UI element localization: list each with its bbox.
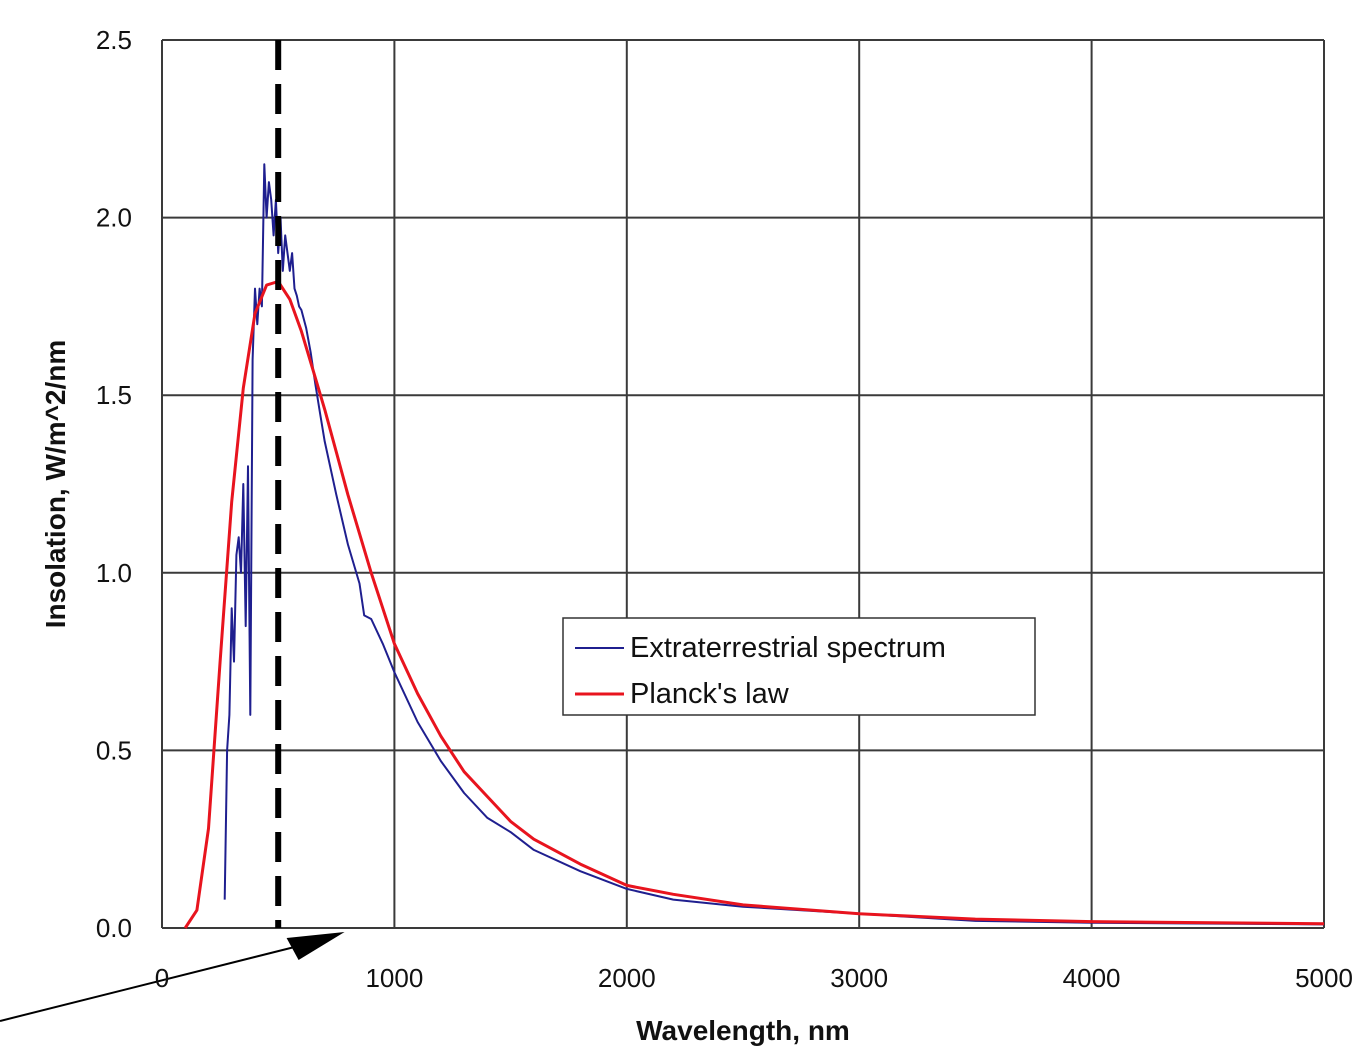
annotation-layer	[0, 40, 345, 1022]
x-tick-label: 3000	[830, 963, 888, 993]
legend-box	[562, 617, 1036, 716]
grid	[161, 39, 1325, 929]
legend: Extraterrestrial spectrum Planck's law	[562, 617, 1036, 716]
y-axis-title: Insolation, W/m^2/nm	[40, 340, 71, 629]
y-tick-label: 0.0	[96, 913, 132, 943]
pointer-arrowhead	[286, 932, 345, 960]
extraterrestrial-spectrum-line	[223, 163, 1325, 926]
series-layer	[183, 163, 1325, 929]
pointer-arrow-line	[0, 946, 295, 1022]
y-tick-label: 2.0	[96, 203, 132, 233]
y-tick-label: 1.5	[96, 380, 132, 410]
y-tick-label: 1.0	[96, 558, 132, 588]
y-tick-label: 0.5	[96, 735, 132, 765]
plancks-law-line	[183, 280, 1325, 929]
x-tick-label: 1000	[365, 963, 423, 993]
x-tick-label: 4000	[1063, 963, 1121, 993]
legend-label-extraterrestrial: Extraterrestrial spectrum	[630, 632, 946, 664]
x-tick-label: 0	[155, 963, 169, 993]
x-tick-label: 2000	[598, 963, 656, 993]
plot-background	[162, 40, 1324, 928]
x-tick-label: 5000	[1295, 963, 1353, 993]
x-axis-title: Wavelength, nm	[636, 1015, 850, 1046]
tick-layer: 0 1000 2000 3000 4000 5000 0.0 0.5 1.0 1.5 2.0 2.5	[96, 25, 1353, 993]
y-tick-label: 2.5	[96, 25, 132, 55]
legend-label-planck: Planck's law	[630, 678, 790, 710]
